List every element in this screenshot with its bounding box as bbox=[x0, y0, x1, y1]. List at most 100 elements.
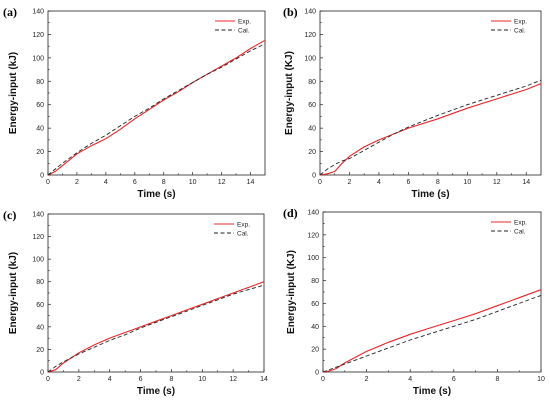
legend-label: Cal. bbox=[237, 230, 249, 237]
x-tick-label: 0 bbox=[318, 179, 322, 186]
y-tick-label: 120 bbox=[304, 32, 316, 39]
y-tick-label: 140 bbox=[32, 9, 44, 16]
legend: Exp. Cal. bbox=[215, 18, 251, 34]
series-line-exp bbox=[322, 289, 542, 373]
legend-label: Exp. bbox=[514, 219, 527, 226]
x-tick-label: 2 bbox=[75, 179, 79, 186]
legend-label: Exp. bbox=[514, 18, 527, 25]
x-axis-title: Time (s) bbox=[137, 189, 175, 200]
x-tick-label: 2 bbox=[348, 179, 352, 186]
x-tick-label: 0 bbox=[46, 376, 50, 383]
x-tick-label: 2 bbox=[77, 376, 81, 383]
y-tick-label: 80 bbox=[311, 278, 319, 285]
y-tick-label: 40 bbox=[308, 126, 316, 133]
series-line-exp bbox=[47, 281, 265, 373]
y-tick-label: 0 bbox=[312, 173, 316, 180]
y-tick-label: 40 bbox=[311, 324, 319, 331]
x-tick-label: 6 bbox=[139, 376, 143, 383]
x-axis-title: Time (s) bbox=[413, 386, 451, 397]
y-tick-label: 60 bbox=[36, 102, 44, 109]
x-tick-label: 12 bbox=[218, 179, 226, 186]
x-tick-label: 2 bbox=[365, 376, 369, 383]
x-tick-label: 4 bbox=[108, 376, 112, 383]
y-tick-label: 0 bbox=[40, 173, 44, 180]
legend-label: Cal. bbox=[514, 27, 526, 34]
y-axis-title: Energy-input (KJ) bbox=[284, 51, 295, 135]
y-axis-title: Energy-input (KJ) bbox=[286, 250, 297, 334]
y-tick-label: 100 bbox=[32, 257, 44, 264]
y-axis-title: Energy-input (kJ) bbox=[8, 252, 19, 334]
x-tick-label: 6 bbox=[133, 179, 137, 186]
y-tick-label: 60 bbox=[36, 302, 44, 309]
legend: Exp. Cal. bbox=[491, 18, 527, 34]
x-axis-title: Time (s) bbox=[137, 386, 175, 397]
x-tick-label: 12 bbox=[493, 179, 501, 186]
series-line-cal bbox=[322, 294, 542, 373]
y-tick-label: 100 bbox=[307, 255, 319, 262]
x-tick-label: 14 bbox=[260, 376, 268, 383]
x-axis-title: Time (s) bbox=[411, 189, 449, 200]
legend-label: Exp. bbox=[238, 18, 251, 25]
y-tick-label: 80 bbox=[36, 79, 44, 86]
y-tick-label: 80 bbox=[308, 79, 316, 86]
x-tick-label: 4 bbox=[408, 376, 412, 383]
y-tick-label: 120 bbox=[32, 234, 44, 241]
series-line-cal bbox=[47, 43, 266, 176]
panel-label: (c) bbox=[3, 208, 16, 222]
panel-label: (d) bbox=[283, 206, 298, 220]
y-axis-title: Energy-input (kJ) bbox=[8, 52, 19, 134]
x-tick-label: 8 bbox=[169, 376, 173, 383]
y-tick-label: 80 bbox=[36, 279, 44, 286]
x-tick-label: 10 bbox=[189, 179, 197, 186]
x-tick-label: 10 bbox=[198, 376, 206, 383]
x-tick-label: 8 bbox=[436, 179, 440, 186]
y-tick-label: 120 bbox=[307, 232, 319, 239]
x-tick-label: 12 bbox=[229, 376, 237, 383]
y-tick-label: 140 bbox=[304, 9, 316, 16]
x-tick-label: 6 bbox=[406, 179, 410, 186]
y-tick-label: 140 bbox=[307, 210, 319, 217]
y-tick-label: 140 bbox=[32, 212, 44, 219]
y-tick-label: 20 bbox=[36, 149, 44, 156]
x-tick-label: 8 bbox=[495, 376, 499, 383]
legend-label: Exp. bbox=[237, 221, 250, 228]
y-tick-label: 100 bbox=[304, 55, 316, 62]
y-tick-label: 40 bbox=[36, 126, 44, 133]
x-tick-label: 4 bbox=[104, 179, 108, 186]
x-tick-label: 0 bbox=[46, 179, 50, 186]
series-line-cal bbox=[319, 79, 542, 176]
legend: Exp. Cal. bbox=[491, 219, 527, 235]
y-tick-label: 40 bbox=[36, 324, 44, 331]
y-tick-label: 60 bbox=[308, 102, 316, 109]
x-tick-label: 0 bbox=[321, 376, 325, 383]
y-tick-label: 20 bbox=[311, 347, 319, 354]
x-tick-label: 14 bbox=[522, 179, 530, 186]
x-tick-label: 10 bbox=[537, 376, 545, 383]
x-tick-label: 6 bbox=[452, 376, 456, 383]
x-tick-label: 10 bbox=[463, 179, 471, 186]
panel-label: (a) bbox=[3, 5, 17, 19]
y-tick-label: 0 bbox=[40, 370, 44, 377]
panel-label: (b) bbox=[283, 5, 298, 19]
legend: Exp. Cal. bbox=[214, 221, 250, 237]
y-tick-label: 100 bbox=[32, 55, 44, 62]
series-line-exp bbox=[319, 83, 542, 176]
y-tick-label: 0 bbox=[315, 370, 319, 377]
x-tick-label: 4 bbox=[377, 179, 381, 186]
y-tick-label: 120 bbox=[32, 32, 44, 39]
plot-frame bbox=[322, 211, 542, 373]
y-tick-label: 20 bbox=[308, 149, 316, 156]
legend-label: Cal. bbox=[514, 228, 526, 235]
x-tick-label: 14 bbox=[247, 179, 255, 186]
plot-frame bbox=[319, 10, 542, 176]
series-line-cal bbox=[47, 284, 265, 373]
legend-label: Cal. bbox=[238, 27, 250, 34]
x-tick-label: 8 bbox=[162, 179, 166, 186]
y-tick-label: 60 bbox=[311, 301, 319, 308]
y-tick-label: 20 bbox=[36, 347, 44, 354]
